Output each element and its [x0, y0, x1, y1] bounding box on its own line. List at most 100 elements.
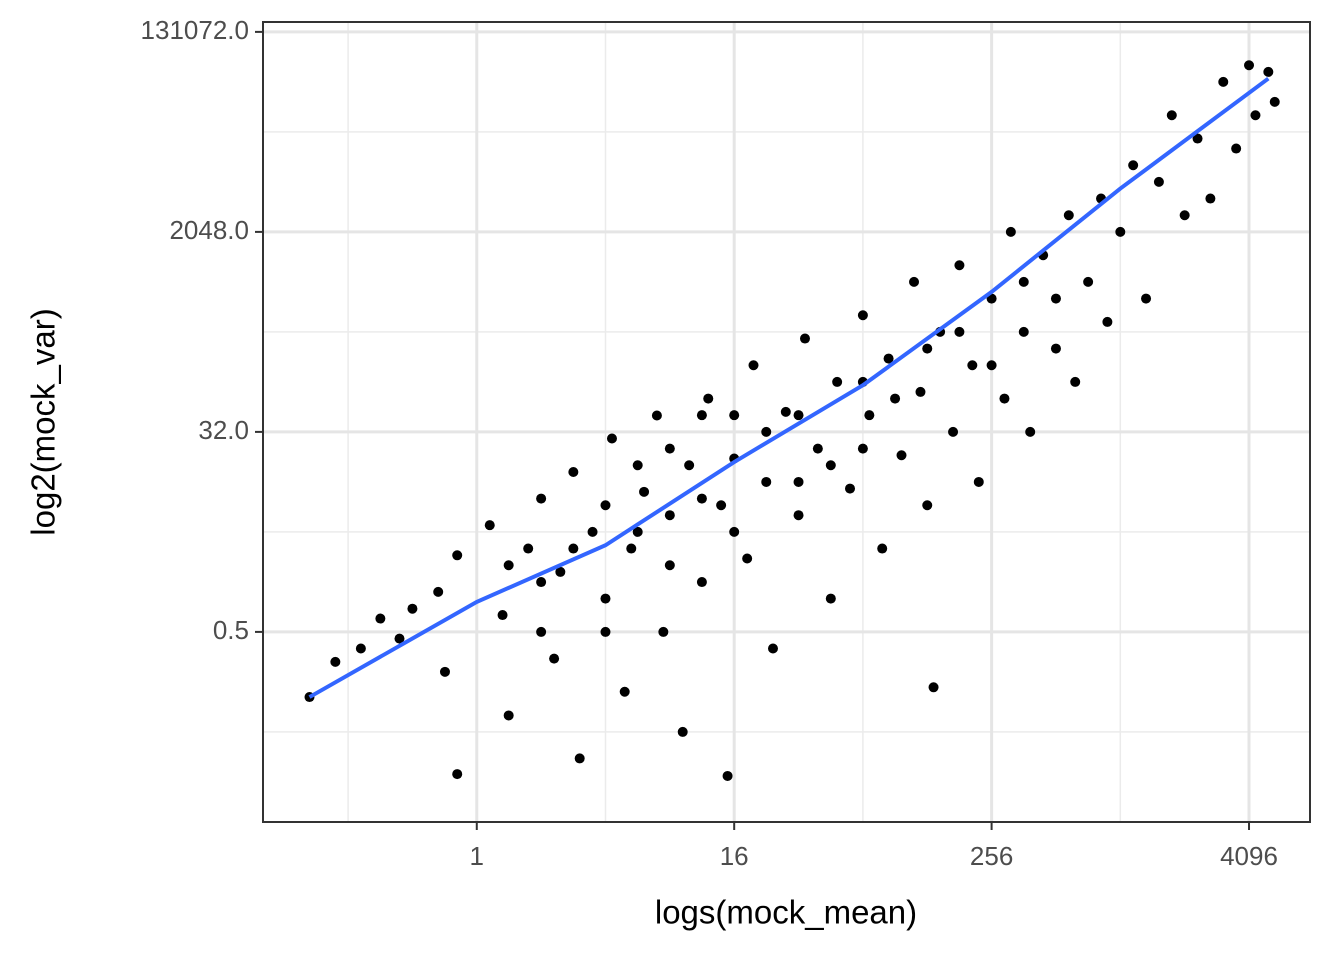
point	[664, 560, 675, 571]
point	[1083, 276, 1094, 287]
point	[729, 526, 740, 537]
point	[742, 553, 753, 564]
point	[748, 360, 759, 371]
y-tick-label: 0.5	[213, 615, 249, 645]
point	[999, 393, 1010, 404]
point	[915, 386, 926, 397]
point	[767, 643, 778, 654]
point	[1005, 226, 1016, 237]
point	[1153, 176, 1164, 187]
point	[703, 393, 714, 404]
point	[761, 476, 772, 487]
point	[1050, 293, 1061, 304]
point	[497, 610, 508, 621]
point	[928, 682, 939, 693]
point	[600, 626, 611, 637]
point	[536, 493, 547, 504]
point	[536, 626, 547, 637]
point	[632, 526, 643, 537]
point	[452, 550, 463, 561]
point	[375, 613, 386, 624]
y-axis-title: log2(mock_var)	[25, 308, 62, 535]
point	[1141, 293, 1152, 304]
point	[716, 500, 727, 511]
x-tick-label: 16	[720, 841, 749, 871]
point	[503, 560, 514, 571]
point	[857, 443, 868, 454]
point	[922, 500, 933, 511]
point	[1115, 226, 1126, 237]
point	[606, 433, 617, 444]
point	[922, 343, 933, 354]
point	[484, 520, 495, 531]
x-axis-title: logs(mock_mean)	[655, 894, 917, 931]
point	[664, 443, 675, 454]
point	[986, 360, 997, 371]
point	[1166, 110, 1177, 121]
point	[909, 276, 920, 287]
point	[1179, 210, 1190, 221]
point	[883, 353, 894, 364]
point	[1205, 193, 1216, 204]
y-tick-label: 32.0	[198, 415, 249, 445]
point	[439, 666, 450, 677]
point	[954, 326, 965, 337]
point	[503, 710, 514, 721]
point	[864, 410, 875, 421]
point	[568, 466, 579, 477]
point	[1269, 96, 1280, 107]
y-tick-label: 2048.0	[169, 215, 249, 245]
point	[600, 593, 611, 604]
y-tick-label: 131072.0	[141, 15, 249, 45]
point	[658, 626, 669, 637]
point	[626, 543, 637, 554]
point	[1244, 60, 1255, 71]
point	[1192, 133, 1203, 144]
point	[632, 460, 643, 471]
point	[696, 577, 707, 588]
point	[799, 333, 810, 344]
point	[729, 410, 740, 421]
point	[877, 543, 888, 554]
point	[523, 543, 534, 554]
point	[574, 753, 585, 764]
point	[1128, 160, 1139, 171]
point	[330, 656, 341, 667]
point	[696, 493, 707, 504]
point	[793, 510, 804, 521]
point	[1250, 110, 1261, 121]
point	[1102, 316, 1113, 327]
point	[600, 500, 611, 511]
point	[1070, 376, 1081, 387]
point	[639, 486, 650, 497]
point	[1231, 143, 1242, 154]
point	[812, 443, 823, 454]
x-tick-label: 4096	[1220, 841, 1278, 871]
point	[857, 310, 868, 321]
point	[677, 726, 688, 737]
point	[954, 260, 965, 271]
point	[1018, 326, 1029, 337]
point	[549, 653, 560, 664]
point	[948, 426, 959, 437]
x-tick-label: 256	[970, 841, 1013, 871]
point	[407, 603, 418, 614]
point	[452, 769, 463, 780]
point	[1263, 66, 1274, 77]
point	[587, 526, 598, 537]
point	[555, 566, 566, 577]
point	[568, 543, 579, 554]
point	[793, 410, 804, 421]
point	[1050, 343, 1061, 354]
point	[825, 460, 836, 471]
point	[722, 770, 733, 781]
point	[780, 406, 791, 417]
point	[696, 410, 707, 421]
point	[1063, 210, 1074, 221]
panel-border	[262, 21, 1311, 823]
point	[832, 376, 843, 387]
fit-line	[308, 76, 1270, 699]
point	[1025, 426, 1036, 437]
point	[355, 643, 366, 654]
